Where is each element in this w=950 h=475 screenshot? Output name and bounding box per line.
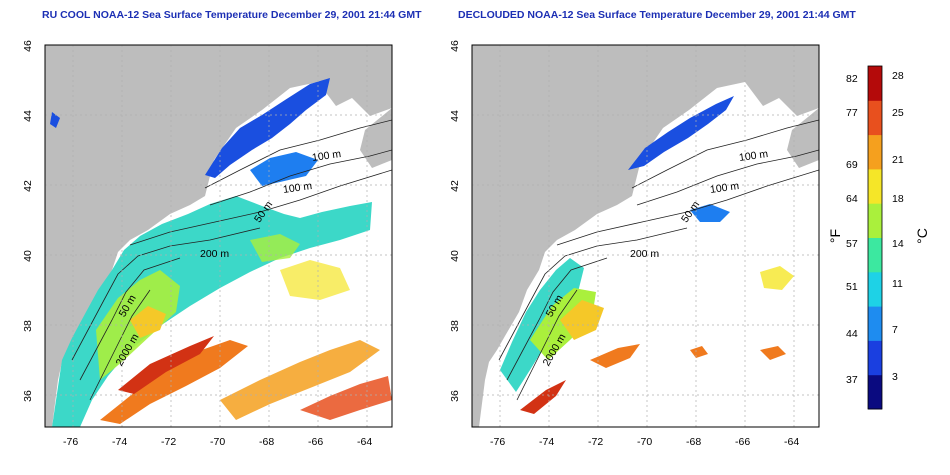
- right-warm-water: [590, 344, 640, 368]
- right-lon-tick: -70: [637, 436, 653, 448]
- right-land: [472, 45, 819, 427]
- colorbar-f-tick: 37: [846, 374, 858, 386]
- right-cold-water: [628, 96, 734, 170]
- colorbar-swatch: [868, 168, 882, 204]
- right-frame: [471, 44, 820, 428]
- left-lon-tick: -76: [63, 436, 79, 448]
- left-grid: [45, 45, 392, 427]
- left-cold-water: [205, 78, 330, 178]
- left-frame: [44, 44, 393, 428]
- right-lat-tick: 46: [448, 40, 461, 52]
- colorbar-swatch: [868, 306, 882, 341]
- right-lat-tick: 36: [448, 390, 461, 402]
- right-lat-tick: 40: [448, 250, 461, 262]
- colorbar-c-tick: 21: [892, 154, 904, 166]
- right-lon-tick: -74: [539, 436, 555, 448]
- colorbar-f-tick: 77: [846, 107, 858, 119]
- left-lon-tick: -64: [357, 436, 373, 448]
- colorbar-frame: [867, 65, 883, 410]
- colorbar-c-tick: 3: [892, 371, 898, 383]
- colorbar-swatch: [868, 100, 882, 136]
- left-warm-water: [100, 340, 248, 424]
- right-map-title: DECLOUDED NOAA-12 Sea Surface Temperatur…: [458, 9, 856, 21]
- colorbar-f-tick: 69: [846, 159, 858, 171]
- colorbar-f-tick: 44: [846, 328, 858, 340]
- left-lon-tick: -68: [259, 436, 275, 448]
- left-lat-tick: 38: [21, 320, 34, 332]
- colorbar-swatch: [868, 340, 882, 376]
- colorbar-swatch: [868, 134, 882, 170]
- colorbar-swatches: [868, 66, 882, 410]
- colorbar-fahrenheit-label: °F: [827, 228, 844, 244]
- left-contour-label: 200 m: [200, 248, 230, 260]
- colorbar-c-tick: 18: [892, 193, 904, 205]
- left-lat-tick: 36: [21, 390, 34, 402]
- colorbar-swatch: [868, 237, 882, 273]
- left-map: [45, 45, 392, 427]
- colorbar-c-tick: 11: [892, 278, 903, 290]
- colorbar-f-tick: 57: [846, 238, 858, 250]
- colorbar-c-tick: 25: [892, 107, 904, 119]
- colorbar-f-tick: 82: [846, 73, 858, 85]
- left-land: [45, 45, 392, 427]
- left-lat-tick: 46: [21, 40, 34, 52]
- left-lon-tick: -66: [308, 436, 324, 448]
- right-lon-tick: -64: [784, 436, 800, 448]
- right-map: [472, 45, 819, 427]
- colorbar-swatch: [868, 374, 882, 410]
- right-lon-tick: -76: [490, 436, 506, 448]
- right-lat-tick: 44: [448, 110, 461, 122]
- colorbar-swatch: [868, 271, 882, 307]
- colorbar-celsius-label: °C: [913, 228, 930, 244]
- colorbar-swatch: [868, 66, 882, 101]
- right-lat-tick: 38: [448, 320, 461, 332]
- colorbar-f-tick: 64: [846, 193, 858, 205]
- right-contour-label: 200 m: [630, 248, 660, 260]
- colorbar-c-tick: 7: [892, 324, 898, 336]
- left-lat-tick: 44: [21, 110, 34, 122]
- right-grid: [472, 45, 819, 427]
- right-lon-tick: -72: [588, 436, 604, 448]
- colorbar-f-tick: 51: [846, 281, 858, 293]
- left-map-title: RU COOL NOAA-12 Sea Surface Temperature …: [42, 9, 422, 21]
- left-lat-tick: 40: [21, 250, 34, 262]
- left-lat-tick: 42: [21, 180, 34, 192]
- right-lon-tick: -68: [686, 436, 702, 448]
- left-lon-tick: -74: [112, 436, 128, 448]
- colorbar-c-tick: 28: [892, 70, 904, 82]
- right-lon-tick: -66: [735, 436, 751, 448]
- colorbar-c-tick: 14: [892, 238, 904, 250]
- colorbar-swatch: [868, 203, 882, 238]
- left-lon-tick: -72: [161, 436, 177, 448]
- right-lat-tick: 42: [448, 180, 461, 192]
- left-lon-tick: -70: [210, 436, 226, 448]
